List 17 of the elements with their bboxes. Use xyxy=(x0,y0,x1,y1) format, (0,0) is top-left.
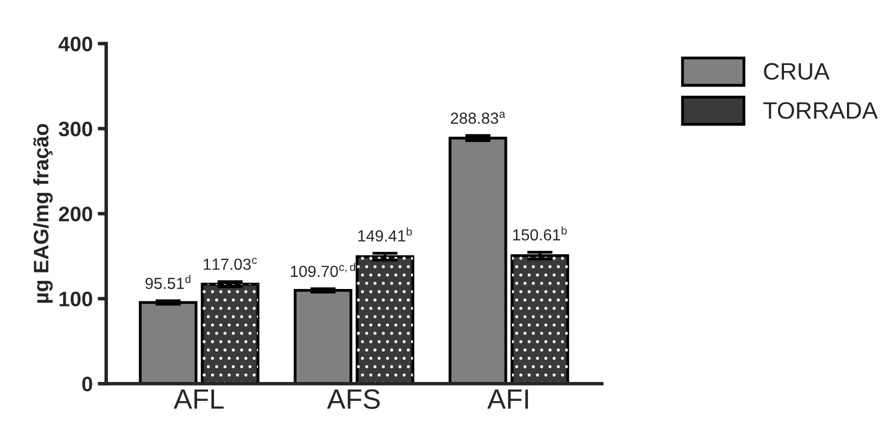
x-tick-label: AFS xyxy=(327,389,380,409)
data-label: 117.03$^{c}$ xyxy=(204,258,257,270)
y-tick-label: 300 xyxy=(58,122,92,136)
data-label: 109.70$^{c,d}$ xyxy=(290,262,356,278)
y-axis-title: µg EAG/mg fração xyxy=(33,124,53,303)
data-label: 288.83$^{a}$ xyxy=(450,112,506,124)
data-label: 95.51$^{d}$ xyxy=(146,274,190,290)
x-tick-label: AFI xyxy=(487,390,528,409)
y-tick-label: 200 xyxy=(58,206,92,222)
data-label: 149.41$^{b}$ xyxy=(358,227,412,242)
y-tick-label: 100 xyxy=(60,292,92,306)
legend-label: CRUA xyxy=(764,63,830,80)
data-label: 150.61$^{b}$ xyxy=(513,226,567,241)
y-tick-label: 400 xyxy=(58,36,92,52)
x-tick-label: AFL xyxy=(174,390,224,409)
legend-label: TORRADA xyxy=(763,102,878,119)
y-tick-label: 0 xyxy=(82,376,92,392)
